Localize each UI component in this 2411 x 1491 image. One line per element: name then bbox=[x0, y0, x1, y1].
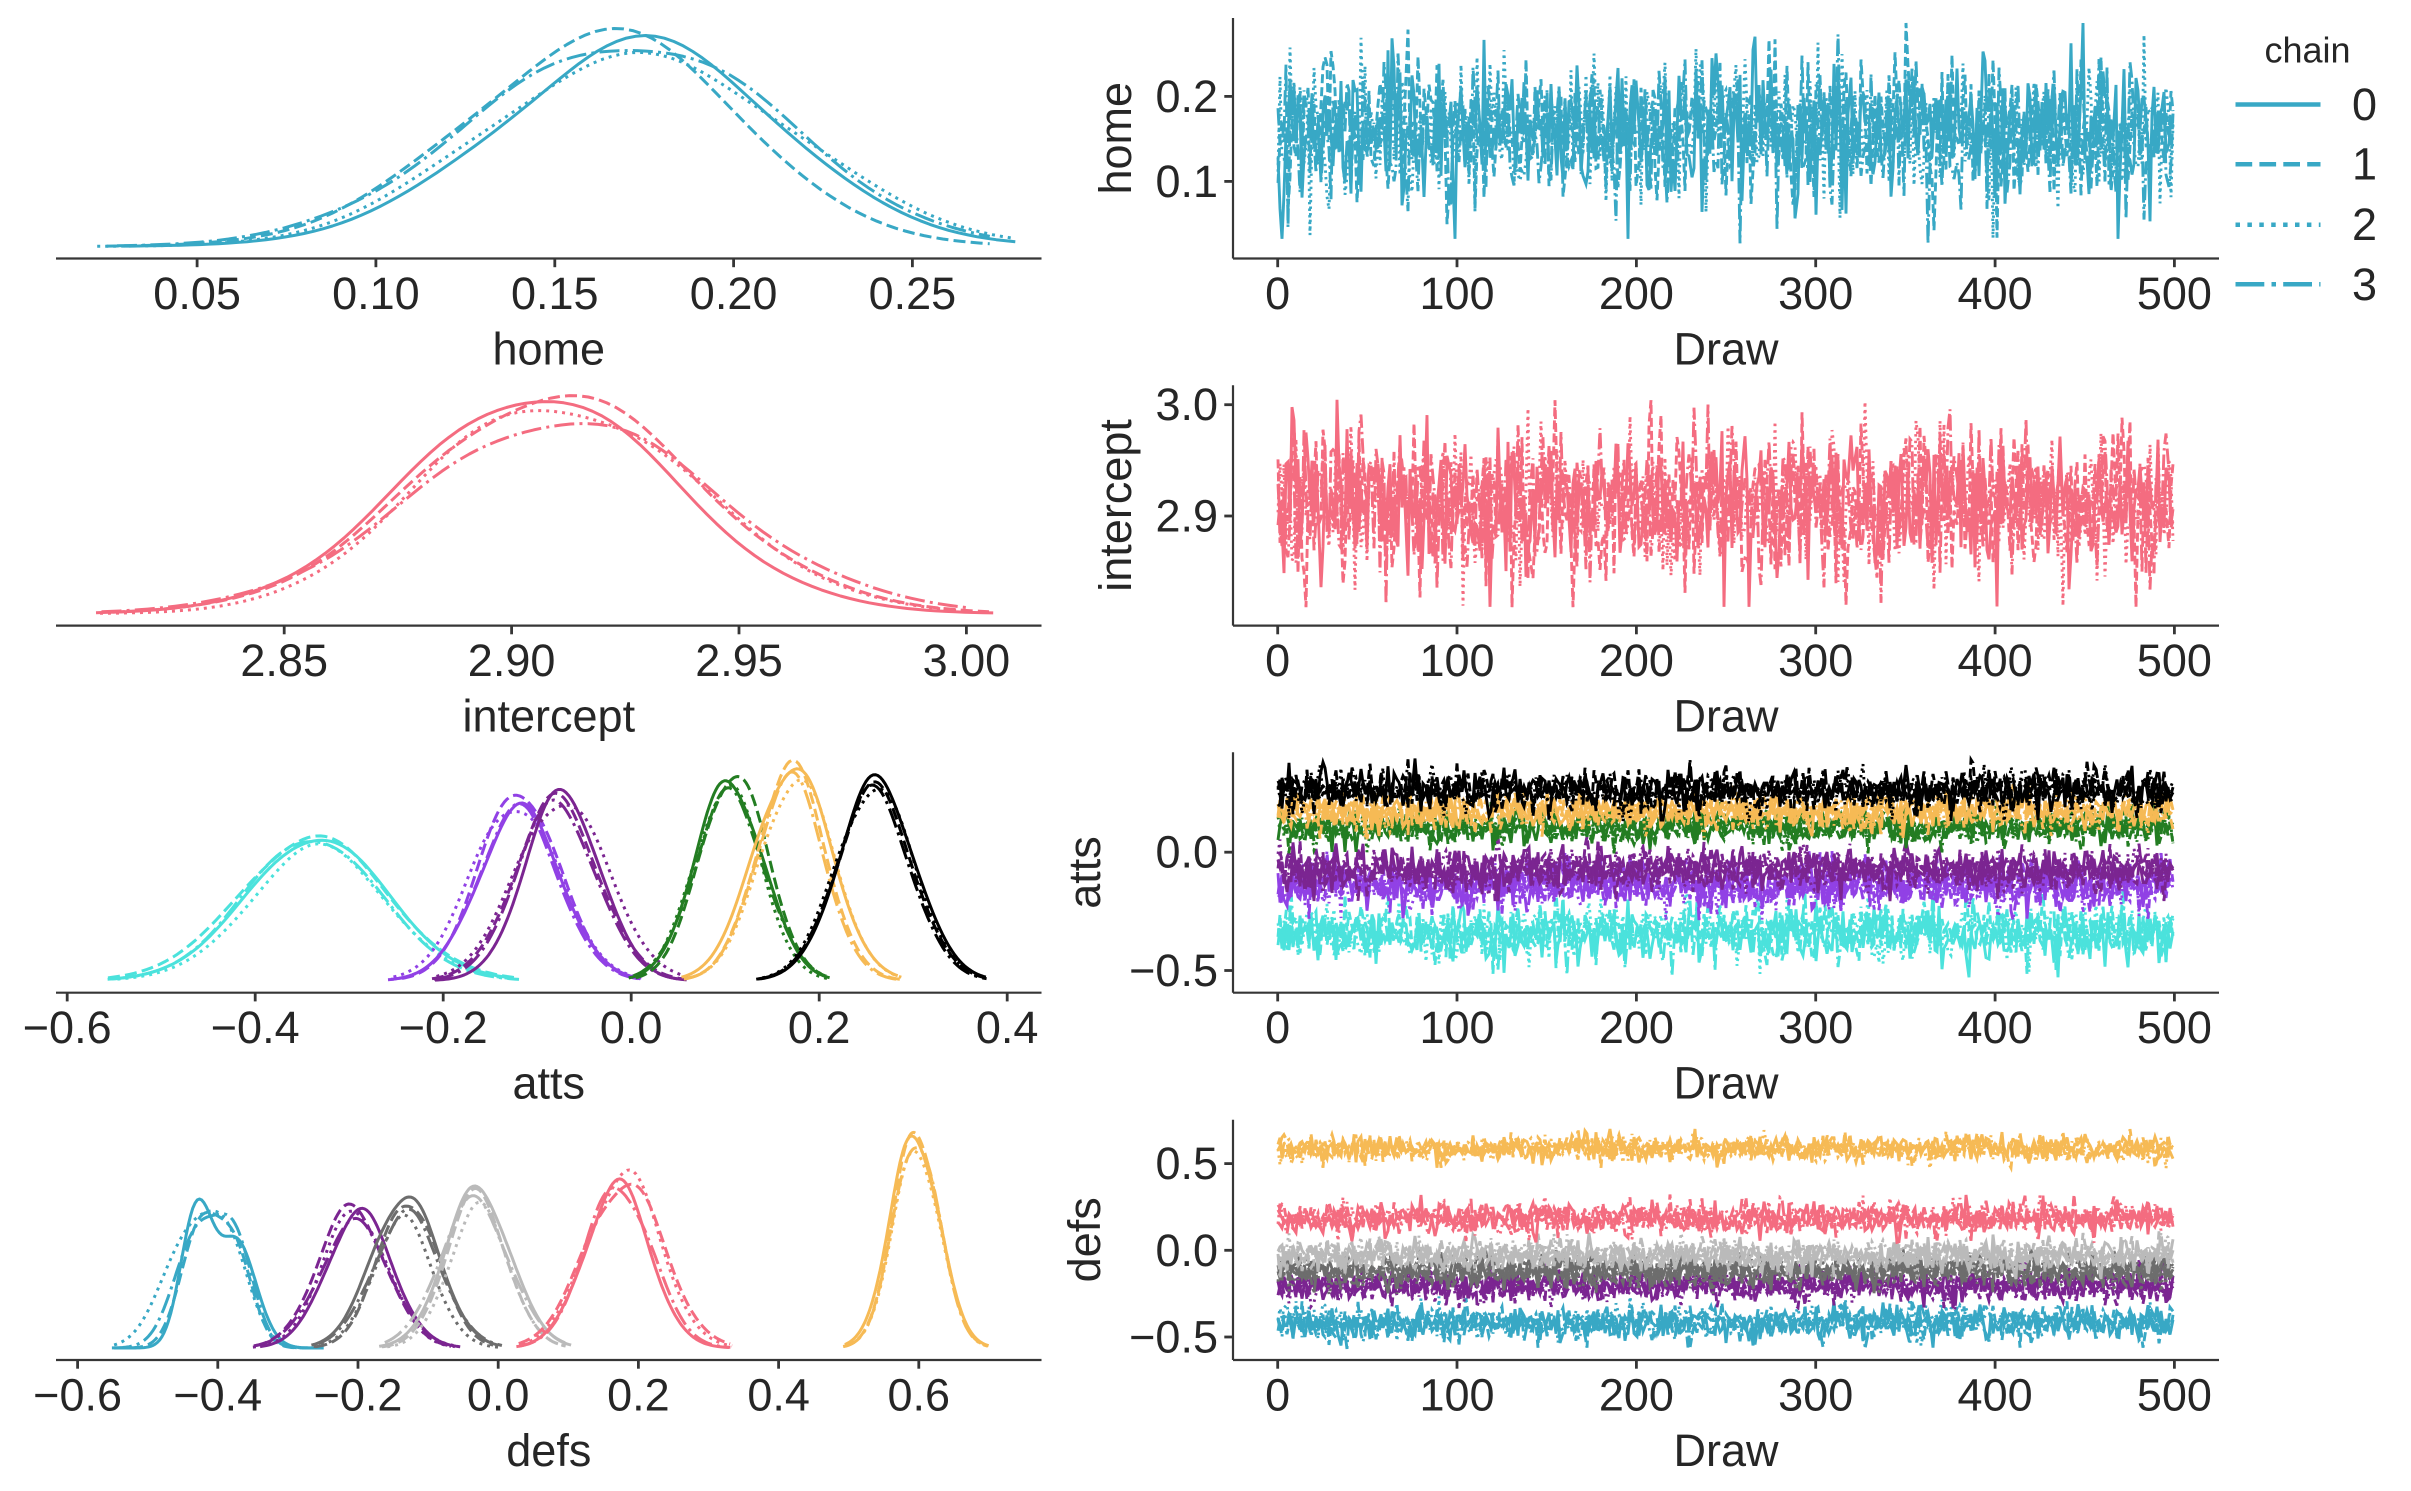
svg-text:400: 400 bbox=[1958, 268, 2033, 319]
svg-text:100: 100 bbox=[1419, 1002, 1494, 1053]
svg-text:0.1: 0.1 bbox=[1155, 156, 1218, 207]
svg-text:0.0: 0.0 bbox=[1155, 1225, 1218, 1276]
svg-text:0.5: 0.5 bbox=[1155, 1138, 1218, 1189]
svg-text:Draw: Draw bbox=[1673, 1425, 1779, 1476]
svg-text:−0.4: −0.4 bbox=[173, 1370, 262, 1421]
svg-text:500: 500 bbox=[2137, 1370, 2212, 1421]
svg-text:2.85: 2.85 bbox=[240, 635, 328, 686]
svg-text:0.05: 0.05 bbox=[153, 268, 241, 319]
svg-text:0.20: 0.20 bbox=[690, 268, 778, 319]
svg-text:0.0: 0.0 bbox=[600, 1002, 663, 1053]
svg-text:home: home bbox=[1090, 82, 1141, 195]
svg-text:intercept: intercept bbox=[1090, 419, 1141, 592]
svg-text:0.0: 0.0 bbox=[1155, 827, 1218, 878]
svg-text:0: 0 bbox=[1265, 1002, 1290, 1053]
svg-text:100: 100 bbox=[1419, 1370, 1494, 1421]
svg-text:100: 100 bbox=[1419, 635, 1494, 686]
svg-text:0.25: 0.25 bbox=[869, 268, 957, 319]
svg-text:0: 0 bbox=[1265, 268, 1290, 319]
svg-text:defs: defs bbox=[1059, 1197, 1110, 1282]
svg-text:0.10: 0.10 bbox=[332, 268, 420, 319]
svg-text:0: 0 bbox=[1265, 1370, 1290, 1421]
svg-text:300: 300 bbox=[1778, 268, 1853, 319]
svg-text:3.0: 3.0 bbox=[1155, 379, 1218, 430]
svg-text:0: 0 bbox=[2352, 79, 2377, 130]
svg-text:−0.5: −0.5 bbox=[1129, 945, 1218, 996]
svg-text:0.2: 0.2 bbox=[607, 1370, 670, 1421]
svg-text:2.95: 2.95 bbox=[695, 635, 783, 686]
svg-text:500: 500 bbox=[2137, 268, 2212, 319]
svg-text:400: 400 bbox=[1958, 1002, 2033, 1053]
svg-text:home: home bbox=[493, 324, 606, 375]
svg-text:2.90: 2.90 bbox=[468, 635, 556, 686]
svg-text:0.6: 0.6 bbox=[888, 1370, 951, 1421]
svg-text:200: 200 bbox=[1599, 268, 1674, 319]
svg-text:2: 2 bbox=[2352, 199, 2377, 250]
svg-text:100: 100 bbox=[1419, 268, 1494, 319]
svg-text:400: 400 bbox=[1958, 1370, 2033, 1421]
svg-text:0: 0 bbox=[1265, 635, 1290, 686]
svg-text:200: 200 bbox=[1599, 1002, 1674, 1053]
svg-text:200: 200 bbox=[1599, 635, 1674, 686]
svg-text:defs: defs bbox=[506, 1425, 591, 1476]
svg-text:0.2: 0.2 bbox=[788, 1002, 851, 1053]
svg-text:Draw: Draw bbox=[1673, 691, 1779, 742]
svg-text:−0.4: −0.4 bbox=[211, 1002, 300, 1053]
svg-text:0.4: 0.4 bbox=[976, 1002, 1039, 1053]
svg-text:Draw: Draw bbox=[1673, 324, 1779, 375]
svg-text:−0.6: −0.6 bbox=[33, 1370, 122, 1421]
svg-text:0.4: 0.4 bbox=[747, 1370, 810, 1421]
svg-text:intercept: intercept bbox=[462, 691, 635, 742]
svg-text:3: 3 bbox=[2352, 259, 2377, 310]
svg-text:3.00: 3.00 bbox=[923, 635, 1011, 686]
svg-text:2.9: 2.9 bbox=[1155, 491, 1218, 542]
svg-text:500: 500 bbox=[2137, 635, 2212, 686]
svg-text:atts: atts bbox=[1059, 836, 1110, 909]
svg-text:0.0: 0.0 bbox=[467, 1370, 530, 1421]
svg-text:300: 300 bbox=[1778, 1002, 1853, 1053]
svg-text:chain: chain bbox=[2264, 30, 2350, 71]
svg-text:−0.2: −0.2 bbox=[314, 1370, 403, 1421]
svg-text:−0.5: −0.5 bbox=[1129, 1312, 1218, 1363]
svg-text:500: 500 bbox=[2137, 1002, 2212, 1053]
svg-text:300: 300 bbox=[1778, 635, 1853, 686]
svg-text:1: 1 bbox=[2352, 139, 2377, 190]
svg-text:200: 200 bbox=[1599, 1370, 1674, 1421]
svg-text:atts: atts bbox=[513, 1058, 586, 1109]
svg-text:300: 300 bbox=[1778, 1370, 1853, 1421]
svg-text:−0.6: −0.6 bbox=[23, 1002, 112, 1053]
svg-text:−0.2: −0.2 bbox=[399, 1002, 488, 1053]
svg-text:0.15: 0.15 bbox=[511, 268, 599, 319]
svg-text:400: 400 bbox=[1958, 635, 2033, 686]
svg-text:Draw: Draw bbox=[1673, 1058, 1779, 1109]
svg-text:0.2: 0.2 bbox=[1155, 71, 1218, 122]
